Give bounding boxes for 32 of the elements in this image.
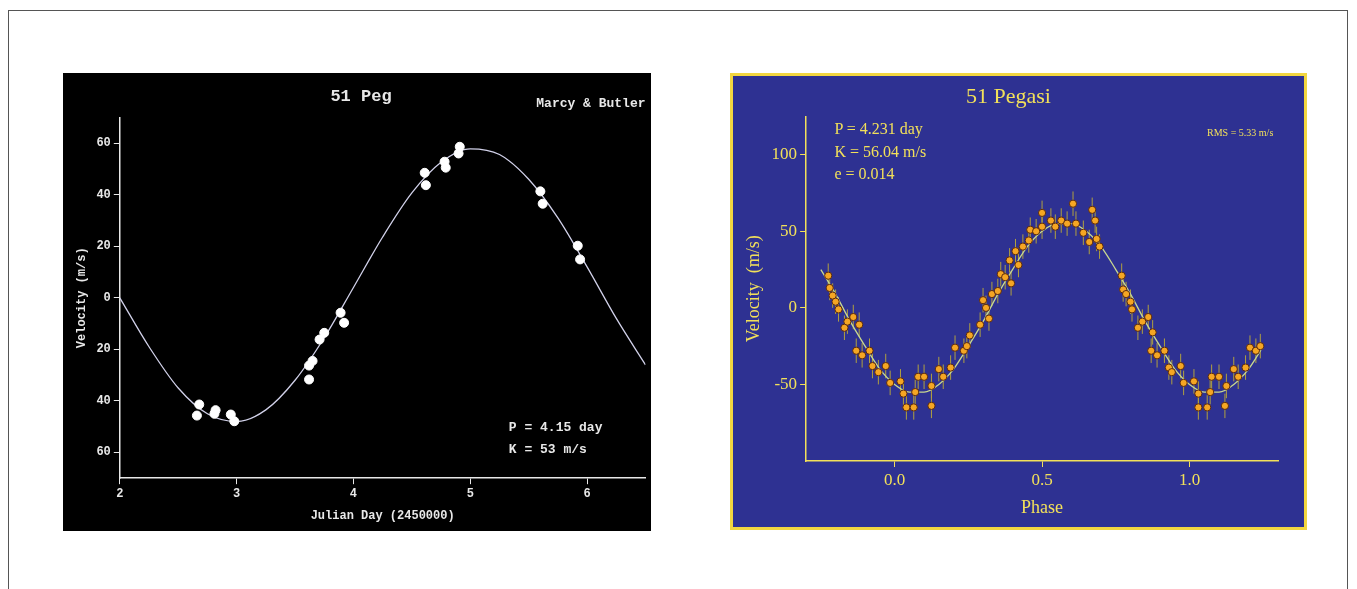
x-tick-label: 6 [583, 487, 591, 502]
y-tick-label: 40 [96, 393, 111, 408]
annotation: RMS = 5.33 m/s [1207, 127, 1274, 139]
x-tick-label: 4 [349, 487, 358, 502]
y-axis-title: Velocity (m/s) [742, 235, 764, 343]
text: Marcy & Butler [536, 95, 646, 111]
y-tick-label: 0 [788, 297, 798, 317]
x-tick-label: 2 [116, 487, 124, 502]
y-tick-label: 50 [780, 220, 798, 240]
y-tick-label: 100 [771, 144, 798, 164]
y-axis-title: Velocity (m/s) [75, 247, 90, 349]
annotation: P = 4.15 day [508, 419, 603, 435]
chart-title: 51 Pegasi [966, 82, 1051, 108]
y-tick-label: -50 [774, 373, 798, 393]
x-tick-label: 1.0 [1178, 469, 1201, 489]
annotation: K = 56.04 m/s [834, 142, 927, 160]
annotation: e = 0.014 [834, 165, 895, 183]
y-tick-label: 60 [96, 445, 111, 460]
x-axis-title: Phase [1021, 496, 1064, 517]
y-tick-label: 40 [96, 187, 111, 202]
annotation: K = 53 m/s [508, 441, 588, 457]
chart-title: 51 Peg [330, 87, 392, 107]
x-tick-label: 0.5 [1031, 469, 1053, 489]
x-axis-title: Julian Day (2450000) [310, 508, 455, 523]
x-tick-label: 5 [466, 487, 474, 502]
x-tick-label: 0.0 [883, 469, 906, 489]
annotation: P = 4.231 day [834, 120, 923, 139]
y-tick-label: 20 [96, 342, 111, 357]
y-tick-label: 60 [96, 136, 111, 151]
y-tick-label: 20 [96, 239, 111, 254]
y-tick-label: 0 [103, 290, 111, 305]
x-tick-label: 3 [233, 487, 241, 502]
